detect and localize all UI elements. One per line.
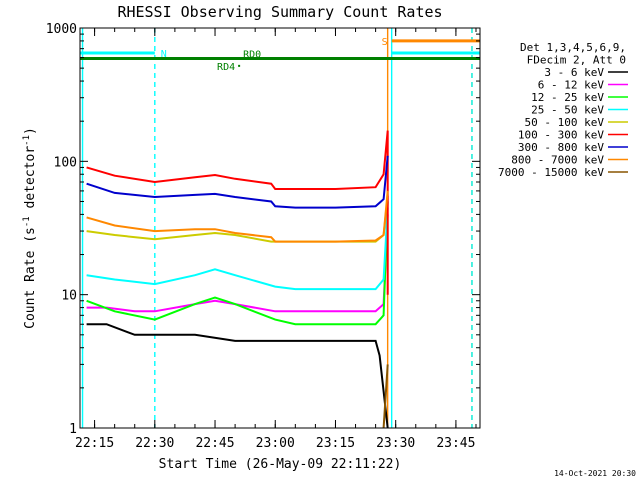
series-line-2 xyxy=(86,201,389,326)
series-line-6 xyxy=(86,155,389,209)
series-line-7 xyxy=(86,190,389,243)
x-axis: 22:15 22:30 22:45 23:00 23:15 23:30 23:45 xyxy=(75,28,477,451)
series-line-8 xyxy=(382,364,389,429)
plot-frame xyxy=(79,27,481,429)
y-tick-label-0: 1 xyxy=(69,422,77,437)
series-line-5 xyxy=(86,130,389,295)
y-tick-label-1: 10 xyxy=(61,289,77,304)
annotation-label-3: RD0 xyxy=(243,50,261,61)
chart-title: RHESSI Observing Summary Count Rates xyxy=(117,3,442,21)
annotation-label-1: S xyxy=(382,37,388,48)
annotation-label-4: RD4 xyxy=(217,62,235,73)
legend-label-8: 7000 - 15000 keV xyxy=(498,166,604,179)
date-stamp: 14-Oct-2021 20:30 xyxy=(554,469,636,478)
annotation-label-0: N xyxy=(161,49,167,60)
y-tick-label-2: 100 xyxy=(54,155,77,170)
x-tick-label-5: 23:30 xyxy=(376,436,415,451)
legend: Det 1,3,4,5,6,9,FDecim 2, Att 03 - 6 keV… xyxy=(498,41,628,179)
legend-label-5: 100 - 300 keV xyxy=(518,129,604,142)
x-tick-label-0: 22:15 xyxy=(75,436,114,451)
plot-area: N S RD0 RD4 xyxy=(80,28,480,429)
legend-header-1: FDecim 2, Att 0 xyxy=(527,54,626,67)
series-line-1 xyxy=(86,214,389,313)
legend-label-2: 12 - 25 keV xyxy=(531,91,604,104)
series-line-4 xyxy=(86,195,389,243)
legend-label-1: 6 - 12 keV xyxy=(538,79,605,92)
series-line-0 xyxy=(86,323,389,429)
legend-header-0: Det 1,3,4,5,6,9, xyxy=(520,41,626,54)
legend-label-7: 800 - 7000 keV xyxy=(511,154,604,167)
x-tick-label-1: 22:30 xyxy=(135,436,174,451)
x-tick-label-3: 23:00 xyxy=(256,436,295,451)
legend-label-3: 25 - 50 keV xyxy=(531,104,604,117)
y-axis: 1 10 100 1000 xyxy=(46,22,480,437)
annotation-point-4 xyxy=(238,64,241,67)
legend-label-6: 300 - 800 keV xyxy=(518,141,604,154)
y-tick-label-3: 1000 xyxy=(46,22,77,37)
x-tick-label-4: 23:15 xyxy=(316,436,355,451)
y-axis-label: Count Rate (s-1 detector-1) xyxy=(22,127,38,329)
legend-label-4: 50 - 100 keV xyxy=(525,116,605,129)
x-tick-label-2: 22:45 xyxy=(195,436,234,451)
legend-label-0: 3 - 6 keV xyxy=(544,66,604,79)
x-tick-label-6: 23:45 xyxy=(436,436,475,451)
series-line-3 xyxy=(86,207,389,291)
x-axis-label: Start Time (26-May-09 22:11:22) xyxy=(159,457,402,472)
